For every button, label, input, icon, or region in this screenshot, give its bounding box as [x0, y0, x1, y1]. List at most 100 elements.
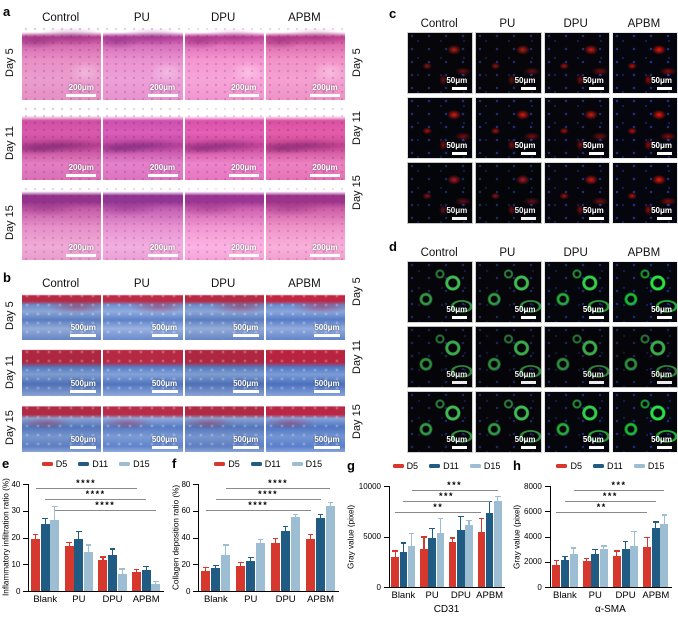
micrograph: 50μm	[543, 32, 610, 94]
bar	[621, 548, 630, 587]
x-axis-label: α-SMA	[595, 604, 626, 615]
error-bar	[240, 562, 242, 567]
sig-line	[573, 490, 665, 491]
error-bar	[329, 502, 332, 507]
error-bar	[423, 537, 425, 549]
scale-bar: 50μm	[446, 207, 468, 220]
scale-bar: 200μm	[310, 164, 340, 177]
scale-bar: 200μm	[228, 84, 259, 97]
y-tick-label: 0	[15, 586, 21, 596]
micrograph: 200μm	[103, 26, 183, 100]
legend-label: D5	[55, 459, 68, 469]
micrograph: 200μm	[103, 106, 183, 180]
panel-b-header: b Control PU DPU APBM	[0, 270, 345, 292]
micrograph: 50μm	[543, 97, 610, 159]
bar	[457, 530, 465, 587]
legend-label: D15	[483, 461, 501, 471]
scale-bar: 500μm	[151, 380, 178, 393]
error-bar-cap	[449, 537, 456, 539]
panel-letter: d	[389, 239, 397, 254]
error-bar	[225, 545, 227, 555]
bar	[477, 532, 486, 587]
y-tick-label: 40	[11, 479, 21, 489]
left-column: a Control PU DPU APBM Day 5 200μm 200μm …	[0, 0, 345, 617]
micrograph: 500μm	[184, 404, 264, 452]
sig-line	[215, 499, 321, 500]
scale-bar: 50μm	[515, 306, 536, 319]
y-tick-label: 2000	[524, 557, 542, 567]
category-label: PU	[425, 590, 439, 601]
column-header-dpu: DPU	[210, 278, 236, 290]
scale-bar: 500μm	[232, 380, 259, 393]
error-bar	[78, 532, 80, 539]
error-bar	[155, 582, 157, 585]
category-label: PU	[244, 594, 258, 605]
error-bar-cap	[583, 558, 590, 560]
y-tick-label: 60	[181, 506, 191, 516]
micrograph: 50μm	[407, 261, 474, 323]
legend-label: D5	[570, 461, 582, 471]
bar	[569, 554, 578, 587]
bar	[50, 520, 60, 591]
column-header-control: Control	[42, 12, 80, 24]
error-bar	[135, 570, 138, 573]
error-bar	[250, 558, 252, 561]
micrograph: 500μm	[265, 404, 345, 452]
error-bar	[205, 568, 207, 571]
bar	[612, 556, 621, 587]
panel-c-header: c Control PU DPU APBM	[345, 6, 678, 32]
error-bar-cap	[152, 581, 159, 583]
error-bar	[497, 497, 499, 502]
bar	[391, 556, 399, 587]
micrograph: 500μm	[22, 292, 102, 340]
plot-area	[549, 486, 672, 588]
bar	[31, 538, 41, 591]
panel-letter: f	[172, 456, 177, 471]
scale-bar: 200μm	[147, 244, 178, 257]
y-tick-mark	[23, 564, 29, 566]
legend-swatch	[78, 462, 90, 466]
legend-label: D11	[443, 461, 459, 471]
column-header-control: Control	[420, 247, 458, 259]
micrograph: 200μm	[22, 106, 102, 180]
panel-a: a Control PU DPU APBM Day 5 200μm 200μm …	[0, 0, 345, 270]
error-bar	[44, 518, 46, 525]
micrograph: 500μm	[103, 404, 183, 452]
column-header-pu: PU	[133, 12, 150, 24]
bar	[132, 572, 141, 591]
error-bar-cap	[52, 505, 58, 507]
bar	[407, 545, 416, 587]
column-header-dpu: DPU	[563, 247, 588, 259]
legend-swatch	[592, 464, 604, 468]
scale-bar: 200μm	[228, 164, 259, 177]
y-tick-mark	[193, 484, 199, 486]
error-bar-cap	[282, 525, 289, 527]
column-header-pu: PU	[133, 278, 150, 290]
bar	[74, 538, 84, 591]
bar	[420, 548, 428, 587]
panel-letter: b	[3, 270, 11, 285]
micrograph: 500μm	[184, 348, 264, 396]
chart-legend: D5 D11 D15	[198, 459, 338, 469]
micrograph: 50μm	[543, 326, 610, 388]
scale-bar: 500μm	[314, 324, 340, 337]
bar	[399, 551, 408, 587]
error-bar-cap	[32, 533, 39, 535]
row-label: Day 5	[351, 277, 363, 307]
panel-letter: a	[3, 4, 11, 19]
error-bar-cap	[661, 514, 668, 516]
error-bar	[489, 502, 491, 514]
error-bar	[468, 521, 470, 526]
error-bar	[402, 543, 404, 552]
micrograph: 500μm	[103, 348, 183, 396]
bar	[141, 569, 151, 591]
chart-e: e D5 D11 D15 Inflammatory infiltration ratio…	[0, 456, 170, 617]
sig-label: ***	[602, 491, 618, 501]
bar	[201, 570, 211, 591]
column-header-control: Control	[42, 278, 80, 290]
row-label: Day 5	[4, 48, 16, 78]
legend-swatch	[291, 462, 303, 466]
y-tick-mark	[23, 537, 29, 539]
y-tick-mark	[544, 511, 550, 513]
error-bar	[439, 519, 441, 534]
